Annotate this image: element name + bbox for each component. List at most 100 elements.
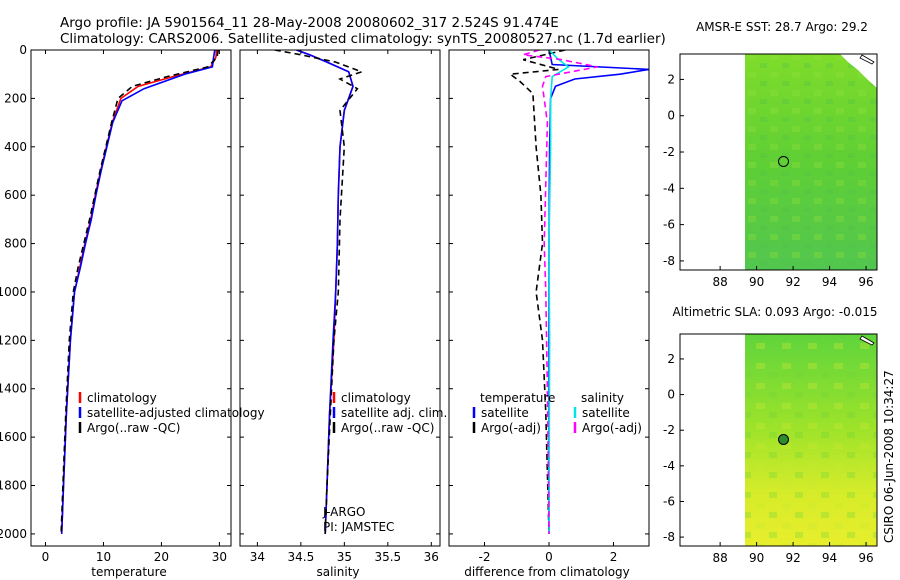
y-tick-label: 1800 [0, 479, 27, 493]
y-tick-label: 2000 [0, 527, 27, 541]
series-line-climatology [296, 50, 354, 534]
map-x-tick-label: 88 [712, 551, 727, 565]
map-y-tick-label: -4 [663, 459, 675, 473]
series-line-climatology [60, 50, 218, 534]
sla-map: Altimetric SLA: 0.093 Argo: -0.015 88 90 9… [663, 305, 878, 565]
temperature-frame [30, 49, 232, 547]
sla-map-texture [745, 334, 877, 546]
x-tick-label: 20 [154, 550, 169, 564]
y-tick-label: 1000 [0, 285, 27, 299]
y-tick-label: 600 [4, 188, 27, 202]
sla-map-frame [679, 333, 878, 547]
legend-entry: satellite-adjusted climatology [87, 406, 265, 420]
x-tick-label: 0 [545, 550, 553, 564]
temperature-xlabel: temperature [91, 565, 166, 579]
series-line-salinity-satellite [548, 50, 570, 534]
legend-entry: climatology [87, 391, 157, 405]
y-tick-label: 0 [19, 43, 27, 57]
map-y-tick-label: 0 [667, 109, 675, 123]
series-line-temperature-argo-adj- [508, 50, 566, 534]
map-y-tick-label: -4 [663, 181, 675, 195]
y-tick-label: 800 [4, 237, 27, 251]
x-tick-label: 34.5 [288, 550, 315, 564]
x-tick-label: 0 [42, 550, 50, 564]
sst-map: AMSR-E SST: 28.7 Argo: 29.2 88 90 92 94 96 -8… [663, 20, 878, 289]
sst-map-title: AMSR-E SST: 28.7 Argo: 29.2 [696, 20, 868, 34]
x-tick-label: 36 [424, 550, 439, 564]
side-stamp: CSIRO 06-Jun-2008 10:34:27 [882, 370, 896, 543]
salinity-plot-area [274, 50, 365, 534]
map-x-tick-label: 92 [785, 551, 800, 565]
map-x-tick-label: 96 [858, 551, 873, 565]
pi-annotation: PI: JAMSTEC [323, 520, 394, 534]
map-x-tick-label: 96 [858, 275, 873, 289]
salinity-ticks: 34 34.5 35 35.5 36 [240, 49, 440, 564]
sst-map-texture [745, 54, 877, 270]
map-y-tick-label: -2 [663, 423, 675, 437]
map-y-tick-label: -6 [663, 218, 675, 232]
map-x-tick-label: 94 [822, 275, 837, 289]
legend-entry: Argo(-adj) [582, 421, 642, 435]
sla-argo-location-marker [778, 434, 789, 445]
legend-entry: climatology [341, 391, 411, 405]
temperature-ticks: 0 10 20 30 0 200 400 600 800 1000 1200 1400 1600 1800… [0, 43, 231, 564]
map-y-tick-label: -2 [663, 145, 675, 159]
legend-heading: temperature [480, 391, 555, 405]
difference-ticks: -2 0 2 [449, 49, 649, 564]
x-tick-label: 2 [610, 550, 618, 564]
x-tick-label: 34 [250, 550, 265, 564]
y-tick-label: 1200 [0, 333, 27, 347]
map-x-tick-label: 92 [785, 275, 800, 289]
difference-plot-area [508, 50, 649, 534]
salinity-frame [239, 49, 441, 547]
map-x-tick-label: 88 [712, 275, 727, 289]
map-x-tick-label: 94 [822, 551, 837, 565]
legend-entry: Argo(..raw -QC) [341, 421, 434, 435]
temperature-plot-area [60, 50, 219, 534]
jargo-annotation: J-ARGO [322, 505, 365, 519]
map-y-tick-label: -8 [663, 254, 675, 268]
series-line-argo-raw-qc- [60, 50, 219, 534]
sla-island-outline [859, 335, 875, 346]
x-tick-label: 30 [212, 550, 227, 564]
sla-map-ticks: 88 90 92 94 96 -8 -6 -4 -2 0 2 [663, 352, 874, 565]
y-tick-label: 1400 [0, 382, 27, 396]
x-tick-label: 10 [96, 550, 111, 564]
sst-map-land-mask [840, 54, 877, 88]
legend-entry: Argo(..raw -QC) [87, 421, 180, 435]
legend-entry: Argo(-adj) [481, 421, 541, 435]
y-tick-label: 200 [4, 91, 27, 105]
x-tick-label: 35 [337, 550, 352, 564]
temperature-panel: 0 10 20 30 0 200 400 600 800 1000 1200 1400 1600 1800… [0, 43, 265, 579]
sst-map-frame [679, 53, 878, 271]
legend-entry: satellite adj. clim. [341, 406, 447, 420]
header-line2: Climatology: CARS2006. Satellite-adjuste… [60, 31, 666, 47]
map-y-tick-label: 2 [667, 352, 675, 366]
x-tick-label: -2 [478, 550, 490, 564]
legend-entry: satellite [481, 406, 529, 420]
legend-entry: satellite [582, 406, 630, 420]
map-x-tick-label: 90 [749, 275, 764, 289]
series-line-argo-raw-qc- [274, 50, 365, 534]
map-y-tick-label: -6 [663, 494, 675, 508]
salinity-xlabel: salinity [316, 565, 359, 579]
sst-island-outline [859, 54, 875, 65]
header-line1: Argo profile: JA 5901564_11 28-May-2008 … [60, 15, 559, 31]
series-line-satellite-adj-clim- [296, 50, 354, 534]
y-tick-label: 1600 [0, 430, 27, 444]
legend-heading: salinity [581, 391, 624, 405]
series-line-temperature-satellite [548, 50, 649, 534]
sst-argo-location-marker [778, 156, 789, 167]
map-y-tick-label: 0 [667, 388, 675, 402]
difference-panel: -2 0 2 difference from climatology tempera… [448, 49, 650, 579]
map-y-tick-label: 2 [667, 72, 675, 86]
sla-map-title: Altimetric SLA: 0.093 Argo: -0.015 [672, 305, 877, 319]
y-tick-label: 400 [4, 140, 27, 154]
difference-legend: temperaturesatelliteArgo(-adj)salinitysa… [472, 391, 642, 435]
map-y-tick-label: -8 [663, 530, 675, 544]
difference-xlabel: difference from climatology [464, 565, 630, 579]
series-line-satellite-adjusted-climatology [60, 50, 216, 534]
